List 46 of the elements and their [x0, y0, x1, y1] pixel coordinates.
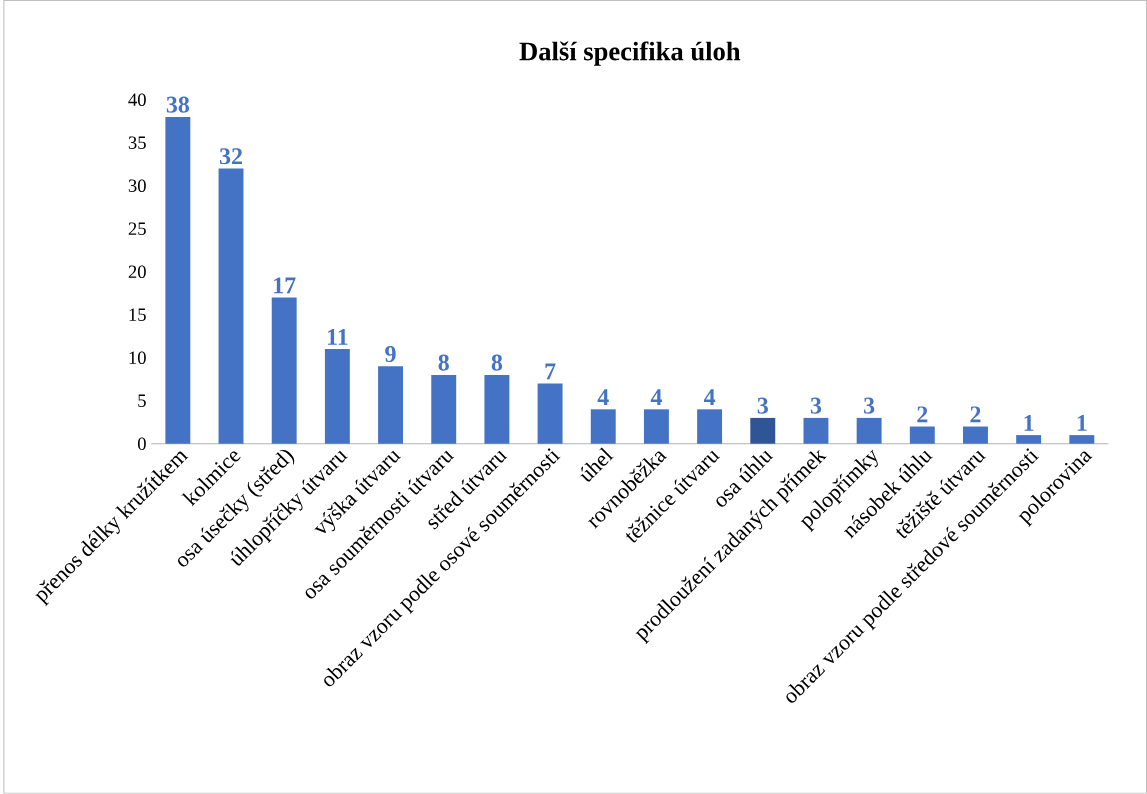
data-label: 4: [703, 389, 716, 406]
data-label: 2: [917, 406, 928, 423]
y-tick-label: 40: [128, 93, 146, 107]
data-label: 38: [166, 96, 190, 113]
data-label: 3: [864, 397, 875, 414]
y-tick-label: 20: [128, 265, 146, 279]
chart-title: Další specifika úloh: [519, 41, 741, 66]
data-label: 11: [327, 329, 348, 346]
bar: [218, 168, 244, 444]
data-label: 2: [970, 406, 981, 423]
y-tick-label: 0: [137, 437, 146, 451]
bar: [909, 426, 935, 444]
data-label: 4: [597, 389, 609, 406]
data-label: 4: [650, 389, 662, 406]
data-label: 1: [1024, 415, 1034, 431]
data-label: 7: [545, 363, 556, 380]
bar: [643, 409, 669, 444]
bar: [484, 375, 510, 444]
y-tick-label: 35: [128, 136, 146, 150]
bar: [856, 418, 882, 444]
bar: [165, 117, 191, 444]
y-tick-label: 15: [129, 308, 146, 322]
data-label: 1: [1077, 415, 1087, 431]
y-tick-label: 30: [128, 179, 146, 193]
y-tick-label: 10: [129, 351, 146, 365]
y-tick-label: 5: [138, 394, 146, 408]
bar: [697, 409, 723, 444]
bar: [963, 426, 988, 444]
bar: [431, 375, 457, 444]
bar: [537, 383, 563, 444]
data-label: 8: [491, 354, 503, 371]
bar: [590, 409, 616, 444]
data-label: 3: [757, 397, 768, 414]
data-label: 8: [438, 354, 449, 371]
data-label: 3: [810, 397, 822, 414]
data-label: 17: [274, 277, 296, 294]
bar: [271, 297, 297, 444]
data-label: 32: [219, 148, 242, 165]
bar: [324, 349, 350, 444]
data-label: 9: [385, 346, 396, 363]
y-tick-label: 25: [128, 222, 146, 236]
bar: [1069, 435, 1095, 444]
bar: [803, 418, 829, 444]
bar: [750, 418, 776, 444]
bar: [1016, 435, 1042, 444]
bar: [378, 366, 404, 444]
